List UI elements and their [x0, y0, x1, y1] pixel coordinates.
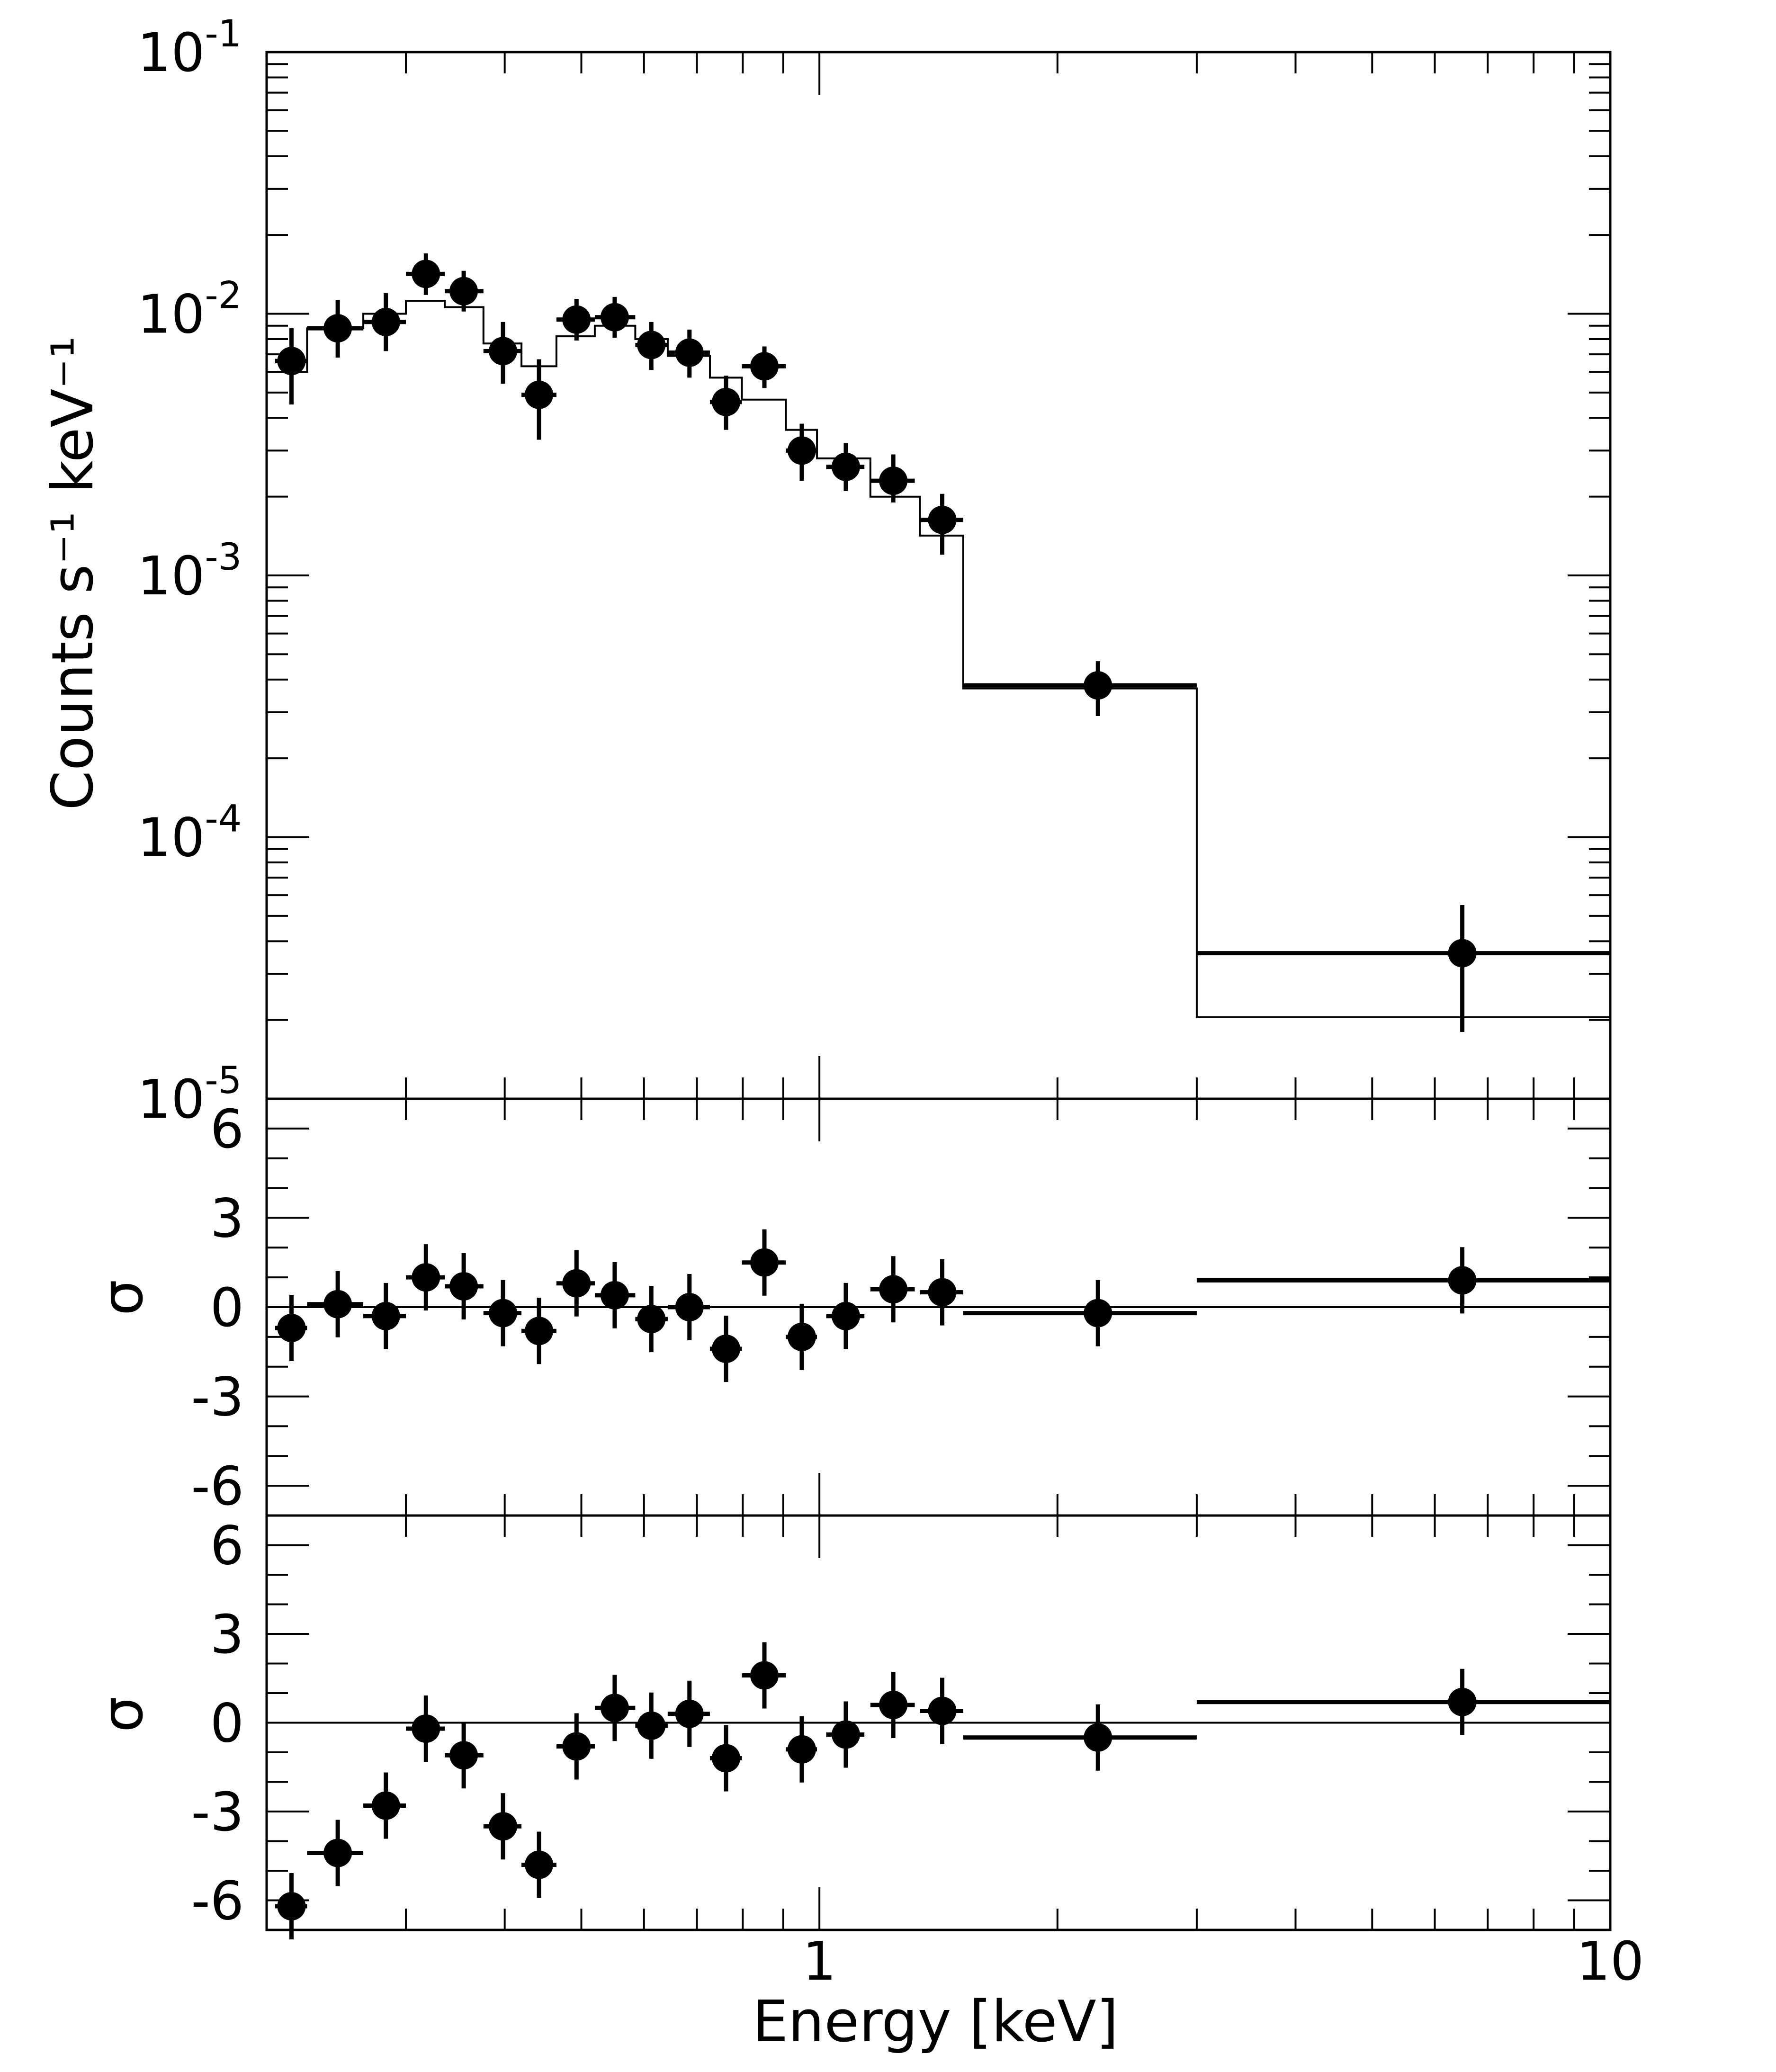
- data-point: [600, 303, 629, 332]
- data-point: [371, 1791, 400, 1820]
- data-point: [928, 505, 957, 534]
- y-axis-label-residuals-1: σ: [90, 1280, 156, 1316]
- model-line: [267, 300, 1610, 1018]
- data-point: [562, 1732, 591, 1761]
- data-point: [562, 305, 591, 334]
- data-point: [1448, 939, 1477, 968]
- y-tick-label: 10-4: [137, 798, 242, 869]
- y-tick-label: 10-1: [137, 13, 242, 84]
- data-point: [412, 1714, 440, 1743]
- data-point: [831, 1720, 860, 1749]
- data-point: [637, 1305, 666, 1334]
- data-point: [928, 1696, 957, 1725]
- data-point: [787, 1322, 816, 1351]
- data-point: [277, 1314, 306, 1342]
- data-point: [489, 1812, 518, 1841]
- data-point: [371, 307, 400, 336]
- y-tick-label: 6: [210, 1516, 244, 1577]
- data-point: [831, 1301, 860, 1330]
- data-point: [562, 1269, 591, 1298]
- data-point: [525, 1850, 554, 1879]
- data-point: [371, 1301, 400, 1330]
- data-point: [712, 1335, 741, 1363]
- y-tick-label: -6: [191, 1456, 244, 1517]
- data-point: [449, 1272, 478, 1301]
- data-point: [525, 1317, 554, 1345]
- data-point: [1448, 1266, 1477, 1295]
- data-point: [323, 1290, 352, 1319]
- data-point: [831, 452, 860, 481]
- y-axis-label-spectrum: Counts s⁻¹ keV⁻¹: [40, 336, 106, 810]
- data-point: [600, 1694, 629, 1722]
- data-point: [1084, 671, 1112, 700]
- y-tick-label: 6: [210, 1099, 244, 1160]
- data-point: [323, 1839, 352, 1867]
- data-point: [787, 1735, 816, 1764]
- y-tick-label: 10-5: [137, 1059, 242, 1130]
- data-point: [750, 1661, 779, 1690]
- data-point: [675, 1699, 704, 1728]
- data-point: [928, 1278, 957, 1307]
- plot-frame: [265, 51, 1612, 1100]
- data-point: [675, 1293, 704, 1321]
- data-point: [277, 347, 306, 376]
- y-tick-label: 0: [210, 1277, 244, 1339]
- data-point: [637, 1711, 666, 1740]
- data-point: [712, 387, 741, 416]
- x-axis-label: Energy [keV]: [752, 1989, 1118, 2055]
- y-tick-label: 3: [210, 1604, 244, 1666]
- data-point: [1084, 1723, 1112, 1752]
- data-point: [879, 1275, 908, 1304]
- data-point: [277, 1892, 306, 1920]
- y-tick-label: 10-3: [137, 536, 242, 607]
- panel-residuals-1: 6 3 0 -3 -6: [191, 1097, 1612, 1517]
- data-point: [600, 1281, 629, 1310]
- y-tick-label: -3: [191, 1367, 244, 1428]
- y-tick-label: 10-2: [137, 275, 242, 346]
- data-point: [412, 260, 440, 288]
- x-tick-label: 10: [1577, 1931, 1644, 1992]
- y-tick-label: -6: [191, 1871, 244, 1932]
- y-axis-label-residuals-2: σ: [90, 1696, 156, 1732]
- data-point: [525, 380, 554, 409]
- data-point: [1448, 1687, 1477, 1716]
- data-point: [412, 1263, 440, 1292]
- data-point: [323, 314, 352, 343]
- data-point: [1084, 1299, 1112, 1328]
- data-point: [675, 338, 704, 367]
- data-point: [449, 1741, 478, 1770]
- data-point: [489, 337, 518, 366]
- data-point: [449, 277, 478, 305]
- y-tick-label: 0: [210, 1693, 244, 1755]
- y-tick-label: -3: [191, 1782, 244, 1843]
- data-point: [787, 436, 816, 465]
- data-point: [750, 1248, 779, 1277]
- x-tick-label: 1: [803, 1931, 836, 1992]
- panel-spectrum: 10-1 10-2 10-3 10-4 10-5: [137, 13, 1612, 1130]
- data-point: [879, 1691, 908, 1719]
- data-point: [879, 466, 908, 495]
- y-tick-label: 3: [210, 1188, 244, 1249]
- data-point: [489, 1299, 518, 1328]
- data-point: [712, 1744, 741, 1773]
- panel-residuals-2: 6 3 0 -3 -6 1 10: [191, 1514, 1644, 1992]
- data-point: [750, 352, 779, 381]
- data-point: [637, 331, 666, 359]
